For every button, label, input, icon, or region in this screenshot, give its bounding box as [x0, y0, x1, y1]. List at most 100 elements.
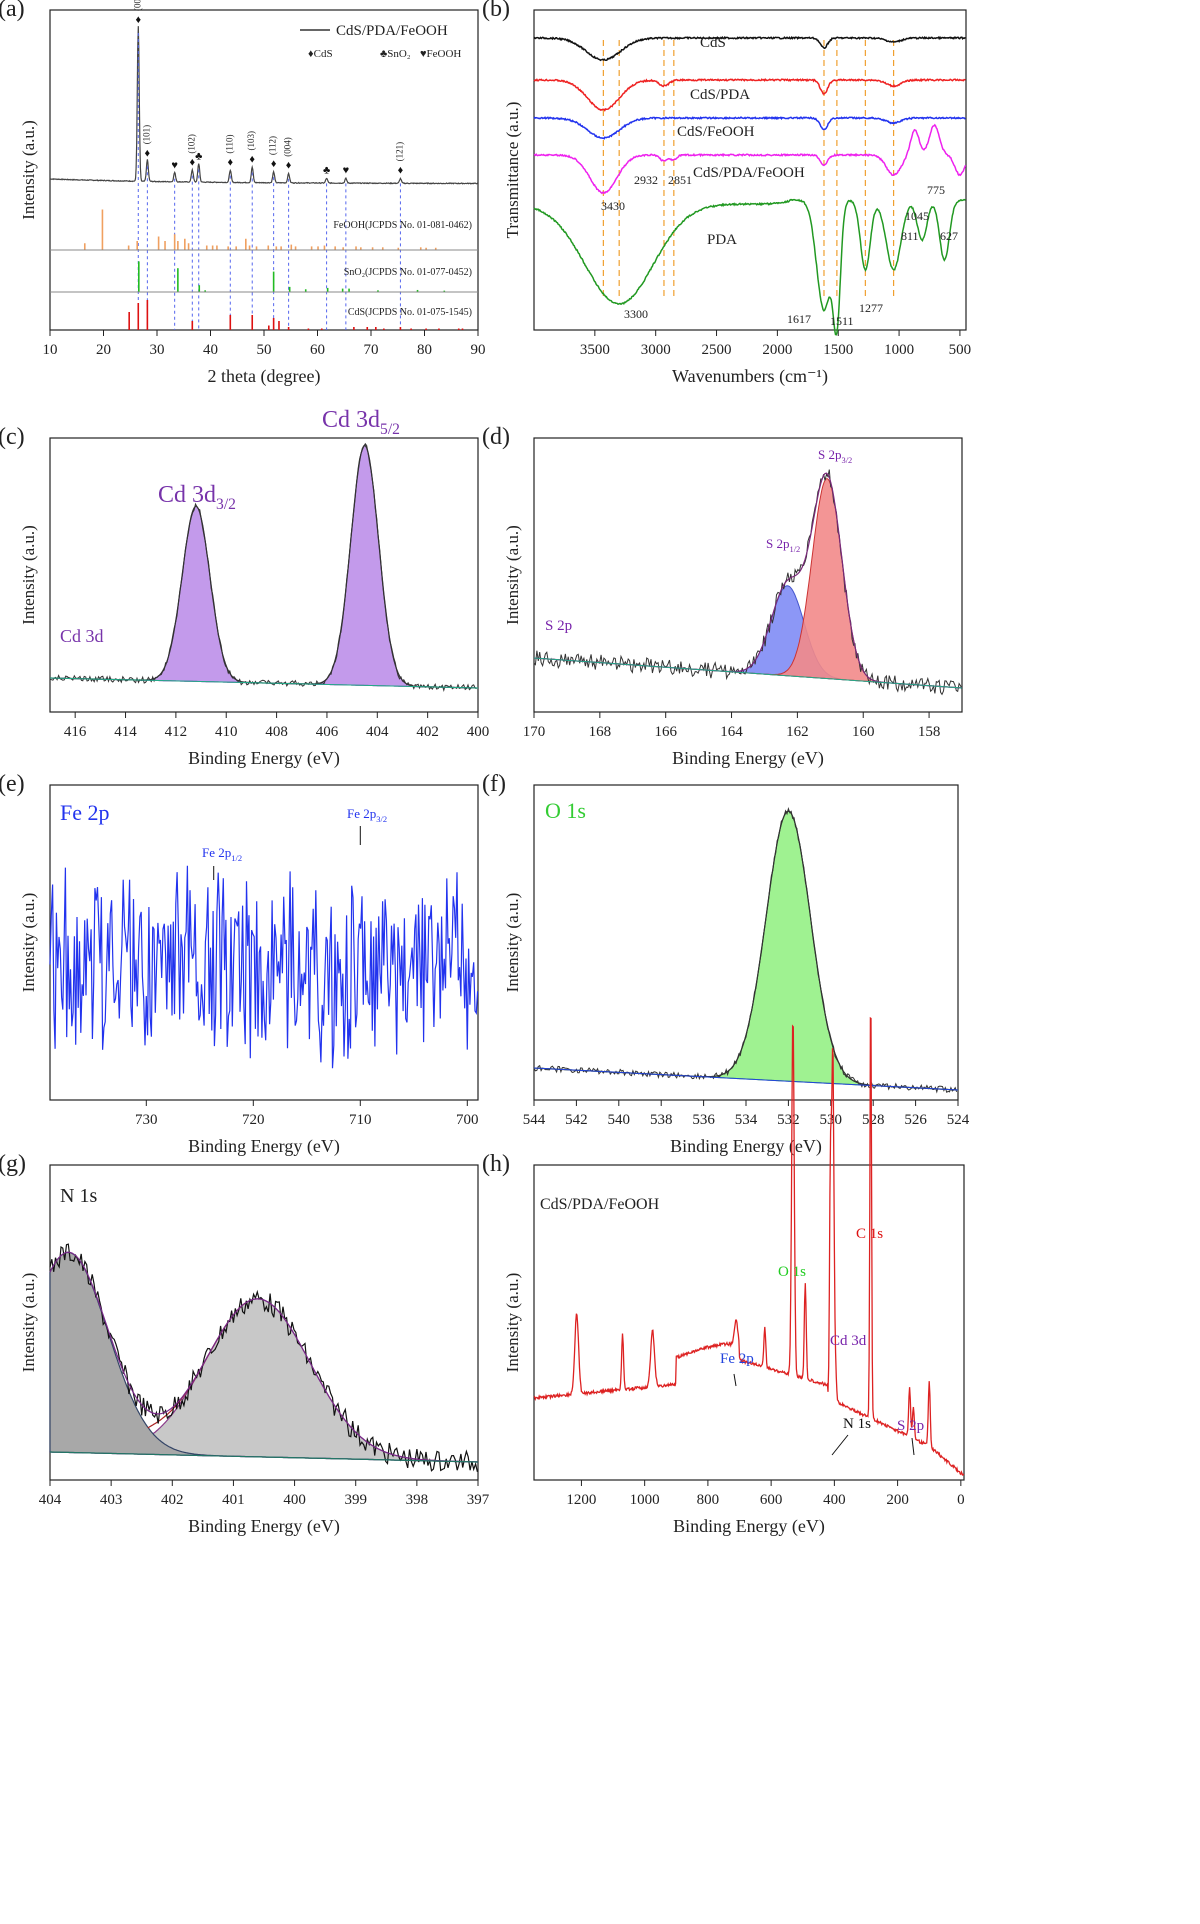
plot-frame	[49, 9, 479, 331]
band-annotation: 1045	[905, 209, 929, 223]
x-tick-label: 400	[823, 1492, 846, 1508]
x-axis-label: Binding Energy (eV)	[188, 1516, 340, 1537]
x-tick-label: 2500	[702, 342, 732, 358]
series-label: CdS/FeOOH	[677, 124, 755, 140]
x-tick-label: 414	[114, 724, 137, 740]
x-tick-label: 158	[918, 724, 941, 740]
band-annotation: 2932	[634, 173, 658, 187]
plot-frame	[533, 1164, 965, 1481]
x-tick-label: 404	[39, 1492, 62, 1508]
reference-label: SnO₂(JCPDS No. 01-077-0452)	[344, 267, 472, 278]
y-axis-label: Intensity (a.u.)	[503, 1273, 522, 1373]
y-axis-label: Intensity (a.u.)	[19, 1273, 38, 1373]
raw-data-line	[49, 442, 477, 692]
chart-c: 416 414 412 410 408 406 404 402 400 Binding Energ…	[0, 407, 489, 769]
x-tick-label: 400	[283, 1492, 306, 1508]
x-tick-label: 710	[349, 1112, 372, 1128]
peak-label: Fe 2p1/2	[202, 845, 242, 863]
chart-b: 3500 3000 2500 2000 1500 1000 500 Wavenumbers (…	[482, 0, 971, 387]
x-tick-label: 730	[135, 1112, 158, 1128]
x-tick-label: 399	[344, 1492, 367, 1508]
peak-marker: ♦	[189, 157, 195, 169]
x-tick-label: 1000	[630, 1492, 660, 1508]
x-axis-label: Binding Energy (eV)	[188, 1136, 340, 1157]
x-tick-label: 166	[654, 724, 677, 740]
panel-label: (h)	[482, 1151, 510, 1177]
chart-e: 730 720 710 700 Binding Energy (eV) Intensity…	[0, 771, 479, 1157]
peak-marker: ♥	[171, 160, 178, 172]
x-tick-label: 80	[417, 342, 432, 358]
x-tick-label: 20	[96, 342, 111, 358]
peak-hkl-label: (110)	[224, 134, 234, 153]
band-annotation: 2851	[668, 173, 692, 187]
survey-spectrum-line	[533, 1016, 965, 1477]
series-label: CdS	[700, 35, 726, 51]
x-tick-label: 532	[777, 1112, 800, 1128]
x-tick-label: 403	[100, 1492, 123, 1508]
peak-label: Fe 2p3/2	[347, 806, 387, 824]
x-tick-label: 406	[316, 724, 339, 740]
x-tick-label: 720	[242, 1112, 265, 1128]
ftir-series-line	[533, 77, 966, 112]
peak-label: O 1s	[778, 1264, 806, 1280]
x-tick-label: 404	[366, 724, 389, 740]
panel-label: (g)	[0, 1151, 26, 1177]
legend-marker: ♦CdS	[308, 48, 333, 60]
x-tick-label: 2000	[762, 342, 792, 358]
background-line	[533, 657, 963, 689]
fitted-peak-area	[50, 444, 477, 689]
element-label: Fe 2p	[60, 800, 110, 825]
peak-marker: ♦	[249, 154, 255, 166]
envelope-line	[533, 472, 963, 689]
x-tick-label: 0	[957, 1492, 965, 1508]
x-tick-label: 800	[697, 1492, 720, 1508]
band-annotation: 775	[927, 183, 945, 197]
envelope-line	[50, 444, 477, 689]
sample-label: CdS/PDA/FeOOH	[540, 1196, 660, 1213]
peak-label: Cd 3d3/2	[158, 482, 236, 513]
panel-label: (d)	[482, 424, 510, 450]
ftir-series-line	[533, 198, 966, 336]
x-tick-label: 401	[222, 1492, 245, 1508]
peak-label: S 2p	[897, 1418, 924, 1434]
y-axis-label: Intensity (a.u.)	[19, 120, 38, 220]
series-label: CdS/PDA/FeOOH	[693, 165, 805, 181]
fitted-peak-area	[50, 505, 477, 689]
legend-marker: ♥FeOOH	[420, 48, 461, 60]
x-tick-label: 544	[523, 1112, 546, 1128]
legend-label: CdS/PDA/FeOOH	[336, 23, 448, 39]
x-tick-label: 3500	[580, 342, 610, 358]
band-annotation: 3430	[601, 199, 625, 213]
reference-label: CdS(JCPDS No. 01-075-1545)	[348, 307, 472, 318]
peak-hkl-label: (112)	[268, 136, 278, 155]
x-tick-label: 90	[471, 342, 486, 358]
x-tick-label: 1500	[823, 342, 853, 358]
band-annotation: 1277	[859, 301, 883, 315]
peak-hkl-label: (121)	[394, 142, 404, 162]
plot-frame	[533, 9, 967, 331]
band-annotation: 3300	[624, 307, 648, 321]
x-tick-label: 412	[165, 724, 188, 740]
fitted-peak-area	[533, 810, 959, 1091]
ftir-series-line	[533, 123, 967, 195]
x-tick-label: 397	[467, 1492, 490, 1508]
x-axis-label: Binding Energy (eV)	[672, 748, 824, 769]
panel-label: (e)	[0, 771, 25, 797]
x-tick-label: 408	[265, 724, 288, 740]
x-tick-label: 30	[150, 342, 165, 358]
x-tick-label: 700	[456, 1112, 479, 1128]
background-line	[49, 1451, 479, 1463]
band-annotation: 627	[940, 229, 958, 243]
raw-data-line	[49, 1243, 478, 1473]
y-axis-label: Transmittance (a.u.)	[503, 102, 522, 239]
xrd-pattern-line	[49, 26, 478, 185]
x-tick-label: 524	[947, 1112, 970, 1128]
y-axis-label: Intensity (a.u.)	[503, 893, 522, 993]
peak-hkl-label: (102)	[186, 134, 196, 154]
x-tick-label: 50	[257, 342, 272, 358]
peak-hkl-label: (103)	[246, 131, 256, 150]
x-tick-label: 1000	[884, 342, 914, 358]
x-tick-label: 170	[523, 724, 546, 740]
x-tick-label: 536	[692, 1112, 715, 1128]
